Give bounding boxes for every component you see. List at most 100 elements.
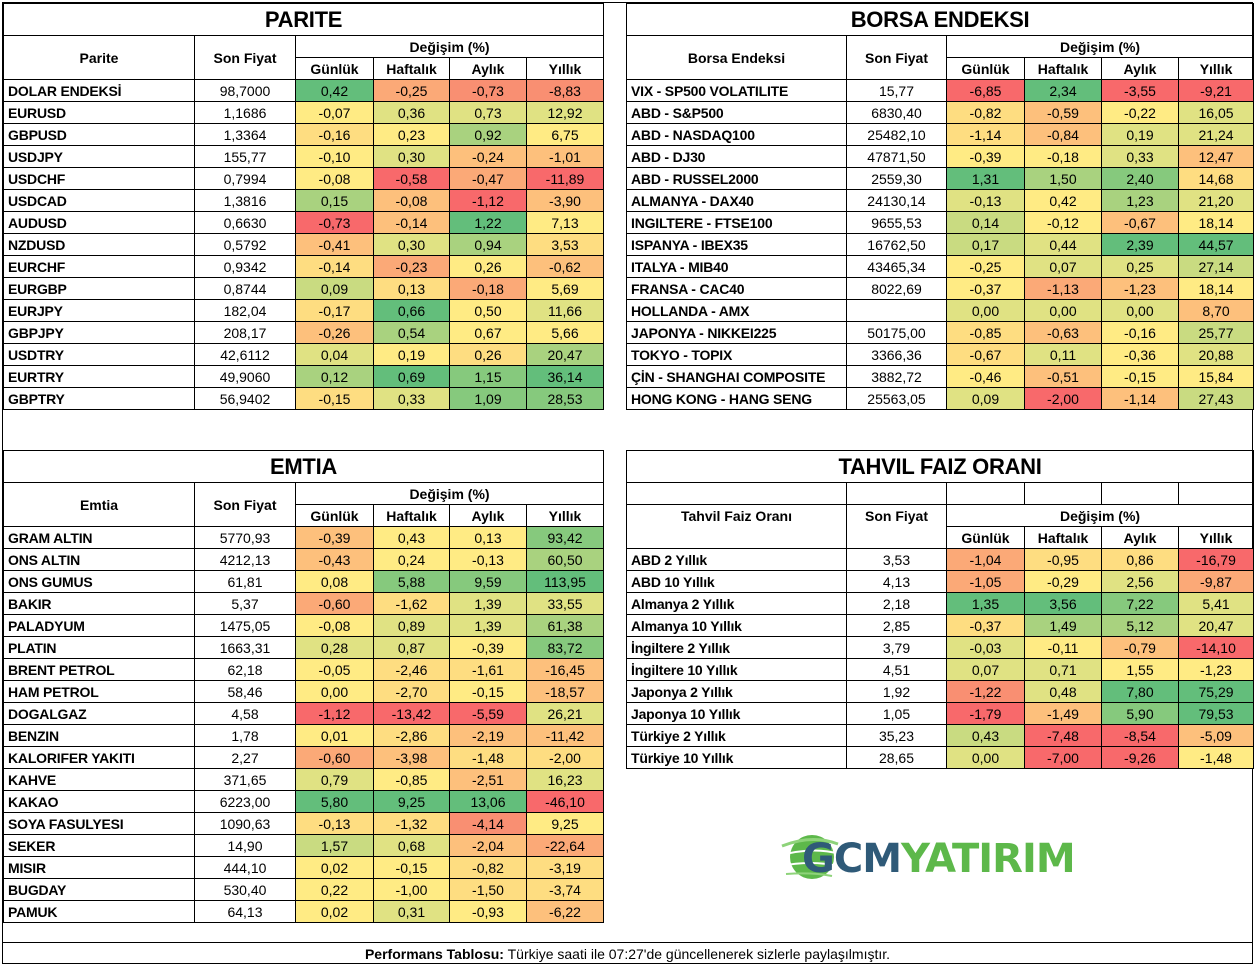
monthly-change: 2,40: [1101, 167, 1179, 190]
yearly-change: 113,95: [525, 570, 605, 593]
daily-change: -0,60: [295, 746, 374, 769]
empty-cell: [1024, 482, 1102, 505]
monthly-change: 1,23: [1101, 189, 1179, 212]
daily-change: -1,22: [946, 680, 1025, 703]
instrument-name: EURGBP: [3, 277, 195, 300]
logo-text: GCMYATIRIM: [802, 836, 1076, 882]
instrument-name: DOGALGAZ: [3, 702, 195, 725]
last-price: 530,40: [194, 878, 296, 901]
table-row: GRAM ALTIN 5770,93 -0,39 0,43 0,13 93,42: [3, 526, 605, 549]
emtia-title: EMTIA: [2, 450, 605, 483]
instrument-name: JAPONYA - NIKKEI225: [626, 321, 847, 344]
daily-change: 1,35: [946, 592, 1025, 615]
yearly-change: 27,14: [1177, 255, 1255, 278]
footer-text: Türkiye saati ile 07:27'de güncellenerek…: [503, 946, 891, 962]
weekly-change: -13,42: [373, 702, 450, 725]
borsa-table: BORSA ENDEKSI Borsa Endeksi Son Fiyat De…: [625, 3, 1255, 410]
monthly-change: -0,67: [1101, 211, 1179, 234]
monthly-change: -1,14: [1101, 387, 1179, 410]
monthly-change: -2,04: [449, 834, 527, 857]
table-row: KAKAO 6223,00 5,80 9,25 13,06 -46,10: [3, 790, 605, 813]
last-price: 14,90: [194, 834, 296, 857]
weekly-change: -1,13: [1024, 277, 1102, 300]
instrument-name: PALADYUM: [3, 614, 195, 637]
instrument-name: ALMANYA - DAX40: [626, 189, 847, 212]
weekly-change: 0,44: [1024, 233, 1102, 256]
last-price: 5770,93: [194, 526, 296, 549]
last-price: 25563,05: [846, 387, 947, 410]
last-price: 1,92: [846, 680, 947, 703]
table-row: INGILTERE - FTSE100 9655,53 0,14 -0,12 -0,67…: [626, 211, 1255, 234]
monthly-change: -0,73: [449, 79, 527, 102]
table-row: ÇİN - SHANGHAI COMPOSITE 3882,72 -0,46 -0,5…: [626, 365, 1255, 388]
last-price: 47871,50: [846, 145, 947, 168]
table-row: GBPUSD 1,3364 -0,16 0,23 0,92 6,75: [3, 123, 604, 146]
table-row: DOGALGAZ 4,58 -1,12 -13,42 -5,59 26,21: [3, 702, 605, 725]
monthly-change: -0,18: [449, 277, 527, 300]
weekly-change: 0,00: [1024, 299, 1102, 322]
footer-label: Performans Tablosu:: [364, 946, 504, 962]
table-row: USDCAD 1,3816 0,15 -0,08 -1,12 -3,90: [3, 189, 604, 212]
last-price: 4,58: [194, 702, 296, 725]
monthly-change: -0,39: [449, 636, 527, 659]
last-price: 1,78: [194, 724, 296, 747]
monthly-change: 2,39: [1101, 233, 1179, 256]
change-header: Değişim (%): [294, 482, 605, 505]
daily-change: 5,80: [295, 790, 374, 813]
instrument-name: PAMUK: [3, 900, 195, 923]
last-price: 16762,50: [846, 233, 947, 256]
monthly-change: -0,24: [449, 145, 527, 168]
table-row: GBPJPY 208,17 -0,26 0,54 0,67 5,66: [3, 321, 604, 344]
instrument-name: KALORIFER YAKITI: [3, 746, 195, 769]
yearly-change: 12,92: [526, 101, 604, 124]
weekly-change: 3,56: [1024, 592, 1102, 615]
daily-change: -1,14: [946, 123, 1025, 146]
monthly-change: 0,67: [449, 321, 527, 344]
instrument-name: USDTRY: [3, 343, 195, 366]
weekly-change: 0,36: [373, 101, 450, 124]
yearly-change: -46,10: [525, 790, 605, 813]
weekly-header: Haftalık: [373, 57, 450, 80]
instrument-name: PLATIN: [3, 636, 195, 659]
table-row: ABD - DJ30 47871,50 -0,39 -0,18 0,33 12,47: [626, 145, 1255, 168]
instrument-name: ABD - RUSSEL2000: [626, 167, 847, 190]
last-price: 56,9402: [194, 387, 296, 410]
table-row: GBPTRY 56,9402 -0,15 0,33 1,09 28,53: [3, 387, 604, 410]
yearly-change: -14,10: [1177, 636, 1255, 659]
last-price: 0,5792: [194, 233, 296, 256]
daily-change: 0,09: [946, 387, 1025, 410]
borsa-panel: BORSA ENDEKSI Borsa Endeksi Son Fiyat De…: [625, 3, 1255, 410]
weekly-change: 1,50: [1024, 167, 1102, 190]
last-price: 2559,30: [846, 167, 947, 190]
last-price: 182,04: [194, 299, 296, 322]
table-row: HONG KONG - HANG SENG 25563,05 0,09 -2,00 -1…: [626, 387, 1255, 410]
last-price: 62,18: [194, 658, 296, 681]
yearly-change: 61,38: [525, 614, 605, 637]
table-row: HOLLANDA - AMX 0,00 0,00 0,00 8,70: [626, 299, 1255, 322]
last-price: 64,13: [194, 900, 296, 923]
weekly-change: -2,46: [373, 658, 450, 681]
yearly-change: -11,89: [526, 167, 604, 190]
table-row: İngiltere 2 Yıllık 3,79 -0,03 -0,11 -0,79 -14…: [626, 636, 1255, 659]
table-row: Türkiye 10 Yıllık 28,65 0,00 -7,00 -9,26 -1,4…: [626, 746, 1255, 769]
daily-change: -0,08: [295, 614, 374, 637]
monthly-change: -8,54: [1101, 724, 1179, 747]
instrument-name: Almanya 2 Yıllık: [626, 592, 847, 615]
weekly-header: Haftalık: [373, 504, 450, 527]
daily-change: -0,73: [295, 211, 374, 234]
table-row: JAPONYA - NIKKEI225 50175,00 -0,85 -0,63 -0,…: [626, 321, 1255, 344]
monthly-change: -0,36: [1101, 343, 1179, 366]
monthly-change: 0,86: [1101, 548, 1179, 571]
table-row: ONS GUMUS 61,81 0,08 5,88 9,59 113,95: [3, 570, 605, 593]
empty-cell: [1101, 482, 1179, 505]
table-row: Almanya 10 Yıllık 2,85 -0,37 1,49 5,12 20,47: [626, 614, 1255, 637]
weekly-change: -0,12: [1024, 211, 1102, 234]
price-header: Son Fiyat: [846, 35, 947, 80]
last-price: 3,79: [846, 636, 947, 659]
yearly-change: 14,68: [1177, 167, 1255, 190]
last-price: 98,7000: [194, 79, 296, 102]
yearly-header: Yıllık: [525, 504, 605, 527]
name-header: Borsa Endeksi: [626, 35, 847, 80]
last-price: 371,65: [194, 768, 296, 791]
weekly-change: -0,95: [1024, 548, 1102, 571]
